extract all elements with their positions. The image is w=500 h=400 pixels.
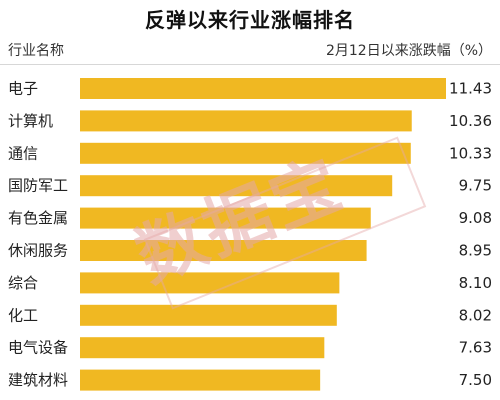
category-label: 通信	[8, 144, 38, 162]
category-label: 休闲服务	[8, 242, 68, 260]
category-label: 综合	[8, 274, 38, 292]
category-label: 有色金属	[8, 209, 68, 227]
value-column-header: 2月12日以来涨跌幅（%）	[325, 43, 492, 59]
value-label: 9.75	[459, 177, 492, 195]
value-label: 10.33	[449, 144, 492, 162]
chart-title: 反弹以来行业涨幅排名	[145, 8, 355, 32]
value-label: 8.10	[459, 274, 492, 292]
bar	[80, 175, 393, 197]
bar	[80, 78, 446, 99]
category-label: 国防军工	[8, 177, 68, 195]
bar	[80, 240, 367, 261]
category-label: 电子	[8, 80, 38, 98]
category-label: 电气设备	[8, 339, 68, 357]
value-label: 11.43	[449, 80, 492, 98]
value-label: 8.02	[459, 306, 492, 324]
category-label: 计算机	[8, 112, 53, 130]
value-label: 10.36	[449, 112, 492, 130]
bar	[80, 369, 321, 391]
bar	[80, 142, 411, 164]
value-label: 7.63	[459, 339, 492, 357]
category-label: 化工	[8, 306, 38, 324]
value-label: 9.08	[459, 209, 492, 227]
bar	[80, 207, 371, 229]
bar	[80, 337, 325, 359]
bar	[80, 110, 412, 132]
bar	[80, 272, 340, 294]
category-label: 建筑材料	[8, 371, 68, 389]
category-column-header: 行业名称	[8, 43, 64, 59]
bar	[80, 304, 337, 326]
header-divider	[0, 64, 500, 65]
value-label: 8.95	[459, 242, 492, 260]
value-label: 7.50	[459, 371, 492, 389]
